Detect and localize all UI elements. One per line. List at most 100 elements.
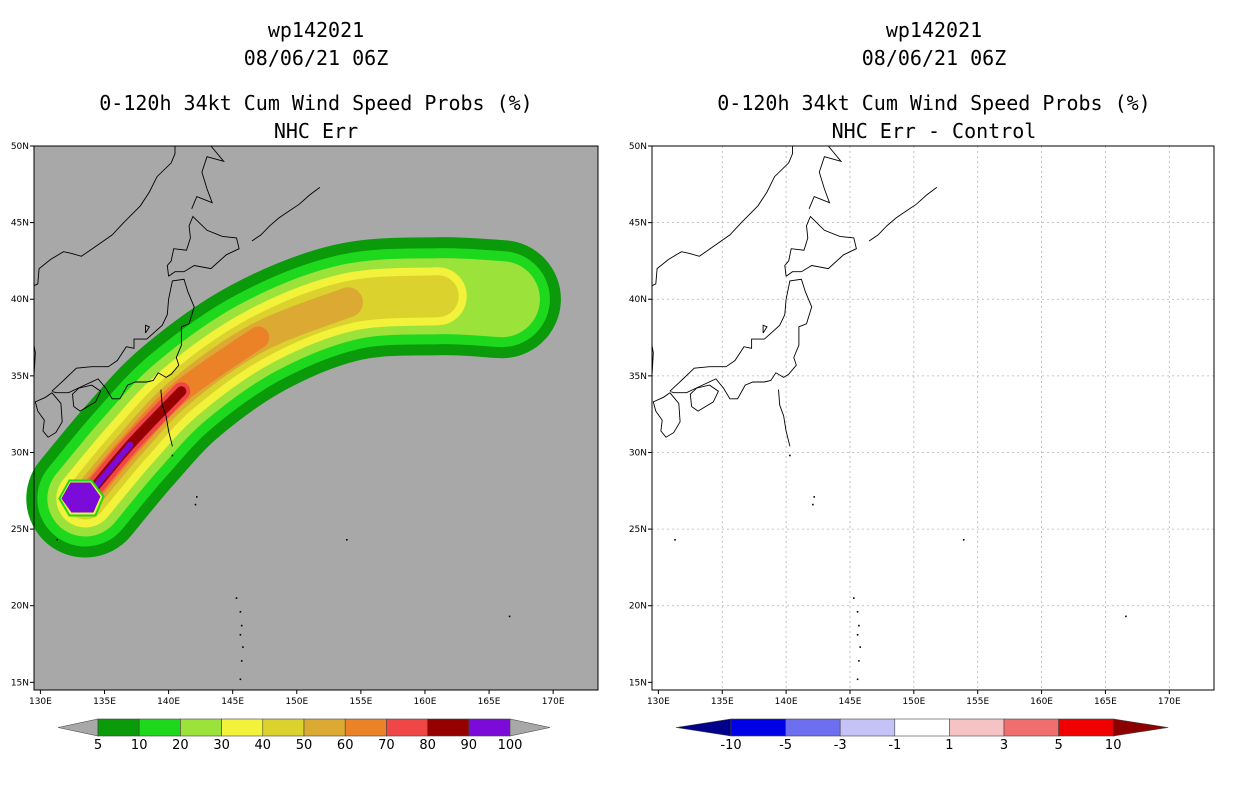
island-dot-left <box>346 539 348 541</box>
x-tick-label-right: 145E <box>839 697 862 707</box>
coast-shikoku-right <box>689 384 719 412</box>
right-colorbar-box <box>785 718 841 737</box>
island-dot-right <box>789 454 791 457</box>
coast-mainland-left <box>34 146 176 376</box>
island-dot-left <box>235 597 238 599</box>
coast-honshu-left <box>51 278 195 400</box>
island-dot-right <box>1125 615 1127 618</box>
right-colorbar-label: 3 <box>1000 738 1008 753</box>
left-colorbar-box <box>386 718 428 737</box>
coastline-left <box>34 146 511 681</box>
x-tick-label-right: 150E <box>902 697 925 707</box>
right-datetime: 08/06/21 06Z <box>861 46 1007 70</box>
y-tick-label-right: 15N <box>629 678 647 688</box>
left-colorbar-high-extend <box>509 718 551 737</box>
coast-sado-left <box>145 324 151 334</box>
coast-kyushu-right <box>652 392 681 438</box>
left-colorbar-box <box>468 718 511 737</box>
x-tick-label-left: 165E <box>478 697 501 707</box>
island-dot-right <box>813 496 815 498</box>
coast-sado-right <box>762 324 768 334</box>
right-colorbar-label: -5 <box>779 738 792 753</box>
right-gridlines <box>652 146 1214 690</box>
coast-kurils-right <box>868 187 938 242</box>
right-colorbar-box <box>949 718 1005 737</box>
left-chart-title: 0-120h 34kt Cum Wind Speed Probs (%) <box>99 91 533 115</box>
island-dot-right <box>859 646 861 648</box>
y-tick-label-left: 30N <box>11 448 29 458</box>
y-tick-label-right: 50N <box>629 142 647 152</box>
left-colorbar-label: 80 <box>419 738 436 753</box>
right-map-background <box>652 146 1214 690</box>
right-colorbar-box <box>1058 718 1114 737</box>
right-colorbar-label: -1 <box>888 738 901 753</box>
left-colorbar-box <box>303 718 346 737</box>
x-tick-label-right: 140E <box>775 697 798 707</box>
x-tick-label-left: 170E <box>542 697 565 707</box>
right-colorbar-box <box>894 718 950 737</box>
island-dot-left <box>239 611 242 613</box>
island-dot-left <box>239 634 242 636</box>
left-map-frame <box>33 145 599 691</box>
left-chart-subtitle: NHC Err <box>273 119 359 143</box>
right-colorbar-label: 10 <box>1105 738 1122 753</box>
island-dot-left <box>242 646 244 648</box>
coast-hokkaido-right <box>784 215 857 277</box>
coast-kyushu-left <box>34 392 63 438</box>
island-dot-left <box>56 539 58 541</box>
island-dot-left <box>194 503 197 506</box>
y-tick-label-right: 25N <box>629 525 647 535</box>
y-tick-label-right: 40N <box>629 295 647 305</box>
left-colorbar-label: 5 <box>94 738 102 753</box>
left-datetime: 08/06/21 06Z <box>243 46 389 70</box>
island-dot-right <box>856 634 859 636</box>
island-dot-left <box>196 496 198 498</box>
coast-sakhalin-left <box>191 146 225 209</box>
x-tick-label-left: 130E <box>29 697 52 707</box>
left-colorbar-label: 10 <box>131 738 148 753</box>
coast-honshu-right <box>669 278 813 400</box>
y-tick-label-left: 25N <box>11 525 29 535</box>
left-colorbar-label: 90 <box>461 738 478 753</box>
island-dot-right <box>856 611 859 613</box>
y-tick-label-left: 20N <box>11 602 29 612</box>
y-tick-label-right: 45N <box>629 219 647 229</box>
left-colorbar-box <box>138 718 181 737</box>
right-colorbar-label: 5 <box>1054 738 1062 753</box>
island-dot-left <box>171 454 174 457</box>
y-tick-label-left: 50N <box>11 142 29 152</box>
coast-izu-left <box>160 389 173 447</box>
right-map-frame <box>651 145 1215 691</box>
y-tick-label-right: 20N <box>629 602 647 612</box>
y-tick-label-left: 35N <box>11 372 29 382</box>
left-colorbar-box <box>221 718 264 737</box>
left-colorbar-label: 40 <box>255 738 272 753</box>
right-colorbar-label: -10 <box>720 738 741 753</box>
left-colorbar-box <box>344 718 387 737</box>
island-dot-right <box>858 624 860 627</box>
island-dot-right <box>853 597 855 599</box>
right-colorbar: -10 -5 -3 -1 1 3 5 10 <box>675 718 1169 753</box>
island-dot-right <box>858 660 860 662</box>
left-colorbar-box <box>262 718 305 737</box>
coast-shikoku-left <box>72 384 102 412</box>
x-tick-label-left: 155E <box>349 697 372 707</box>
x-tick-label-right: 170E <box>1158 697 1181 707</box>
coast-mainland-right <box>652 146 793 376</box>
island-dot-right <box>962 539 965 541</box>
island-dot-right <box>674 539 676 541</box>
right-colorbar-box <box>730 718 786 737</box>
right-colorbar-box <box>1003 718 1059 737</box>
island-dot-right <box>856 678 859 681</box>
left-colorbar: 5 10 20 30 40 50 60 70 80 90 100 <box>57 718 551 753</box>
island-dot-left <box>239 678 242 681</box>
coast-hokkaido-left <box>166 215 240 277</box>
y-tick-label-left: 15N <box>11 678 29 688</box>
x-tick-label-left: 145E <box>221 697 244 707</box>
x-tick-label-right: 165E <box>1094 697 1117 707</box>
x-tick-label-right: 135E <box>711 697 734 707</box>
island-dot-left <box>240 624 243 627</box>
x-tick-label-left: 160E <box>414 697 437 707</box>
coast-sakhalin-right <box>808 146 843 209</box>
